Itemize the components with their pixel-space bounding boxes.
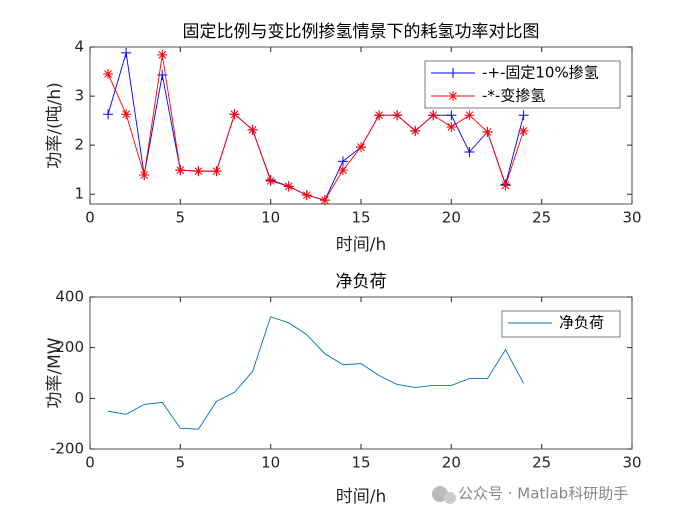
series-line	[107, 316, 524, 430]
marker	[374, 110, 385, 121]
axes: 0 5 10 15 20 25 30 1 2 3 4 固定比例与变比例掺氢情景下的耗氢功率对比图时间/…	[45, 22, 642, 255]
x-tick-label: 15	[351, 209, 370, 227]
marker	[392, 110, 403, 121]
marker	[229, 109, 240, 120]
marker	[464, 110, 475, 121]
x-tick-label: 5	[176, 454, 186, 472]
x-tick-label: 5	[176, 209, 186, 227]
x-tick-label: 30	[622, 454, 641, 472]
marker	[193, 166, 204, 177]
x-axis-label: 时间/h	[336, 235, 387, 255]
x-tick-label: 20	[442, 209, 461, 227]
marker	[337, 165, 348, 176]
watermark: 公众号 · Matlab科研助手	[432, 485, 628, 504]
watermark-text: 公众号 · Matlab科研助手	[458, 485, 628, 503]
marker	[337, 156, 348, 167]
marker	[211, 166, 222, 177]
legend-box	[424, 60, 621, 109]
chart-title: 固定比例与变比例掺氢情景下的耗氢功率对比图	[183, 22, 540, 42]
legend-label: -*-变掺氢	[482, 87, 545, 105]
series-line	[107, 54, 525, 201]
y-tick-label: 2	[74, 136, 84, 154]
legend-box	[501, 310, 621, 338]
marker	[247, 124, 258, 135]
y-tick-label: 1	[74, 185, 84, 203]
x-tick-label: 25	[532, 454, 551, 472]
marker	[428, 110, 439, 121]
x-axis-label: 时间/h	[336, 487, 387, 507]
watermark-icon	[444, 492, 456, 504]
y-tick-label: 3	[74, 87, 84, 105]
y-tick-label: 4	[74, 38, 84, 56]
marker	[319, 195, 330, 206]
x-tick-label: 0	[85, 454, 95, 472]
marker	[482, 126, 493, 137]
marker	[103, 68, 114, 79]
marker	[410, 125, 421, 136]
legend: 净负荷	[501, 310, 621, 338]
marker	[157, 49, 168, 60]
legend-label: 净负荷	[559, 314, 604, 332]
chart-title: 净负荷	[336, 272, 387, 292]
x-tick-label: 20	[442, 454, 461, 472]
legend-marker	[448, 68, 458, 78]
marker	[283, 181, 294, 192]
marker	[175, 165, 186, 176]
marker	[265, 175, 276, 186]
y-tick-label: 0	[74, 389, 84, 407]
x-tick-label: 0	[85, 209, 95, 227]
y-tick-label: 400	[55, 288, 84, 306]
marker	[464, 146, 475, 157]
y-axis-label: 功率/MW	[45, 337, 65, 408]
marker	[518, 110, 529, 121]
marker	[518, 125, 529, 136]
marker	[446, 110, 457, 121]
marker	[121, 47, 132, 58]
y-tick-label: 200	[55, 338, 84, 356]
x-tick-label: 30	[622, 209, 641, 227]
marker	[139, 170, 150, 181]
y-axis-label: 功率/(吨/h)	[45, 82, 65, 169]
marker	[356, 142, 366, 153]
x-tick-label: 10	[261, 454, 280, 472]
marker	[103, 109, 114, 120]
marker	[121, 109, 132, 120]
marker	[446, 121, 457, 132]
legend: -+-固定10%掺氢 -*-变掺氢	[424, 60, 621, 109]
marker	[500, 180, 511, 191]
legend-marker	[448, 91, 458, 101]
x-tick-label: 15	[351, 454, 370, 472]
marker	[301, 190, 312, 201]
x-tick-label: 25	[532, 209, 551, 227]
legend-label: -+-固定10%掺氢	[482, 64, 599, 82]
x-tick-label: 10	[261, 209, 280, 227]
y-tick-label: -200	[50, 440, 84, 458]
